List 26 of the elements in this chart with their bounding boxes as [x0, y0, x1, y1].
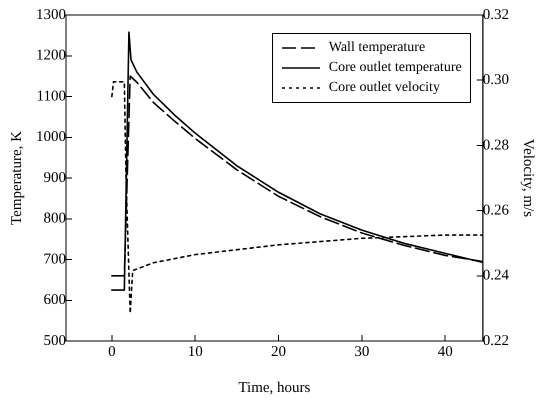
y2-tick-label: 0.32 [482, 6, 509, 23]
x-tick-label: 30 [354, 344, 370, 360]
x-tick-label: 40 [438, 344, 453, 360]
y-tick-label: 500 [44, 332, 66, 349]
y2-tick-label: 0.22 [482, 332, 509, 349]
x-tick-label: 10 [188, 344, 203, 360]
x-axis-title: Time, hours [238, 380, 311, 396]
y-tick-label: 700 [44, 251, 66, 268]
x-tick-label: 0 [108, 344, 116, 360]
y2-axis-title: Velocity, m/s [520, 138, 536, 218]
y-tick-label: 1100 [36, 88, 66, 104]
y2-tick-label: 0.24 [482, 268, 510, 284]
y-tick-label: 1000 [36, 129, 66, 146]
y-tick-label: 1300 [36, 6, 66, 23]
y2-tick-label: 0.26 [482, 202, 510, 219]
y-axis-title: Temperature, K [8, 130, 25, 225]
y2-tick-label: 0.30 [482, 72, 509, 88]
legend-label: Core outlet temperature [328, 59, 462, 77]
legend-label: Core outlet velocity [328, 79, 440, 97]
legend-label: Wall temperature [328, 39, 426, 57]
x-tick-label: 20 [271, 344, 286, 360]
y-tick-label: 1200 [36, 48, 66, 64]
y2-tick-label: 0.28 [482, 137, 509, 154]
y-tick-label: 600 [44, 292, 66, 308]
y-tick-label: 800 [44, 210, 66, 227]
y-tick-label: 900 [44, 170, 66, 186]
